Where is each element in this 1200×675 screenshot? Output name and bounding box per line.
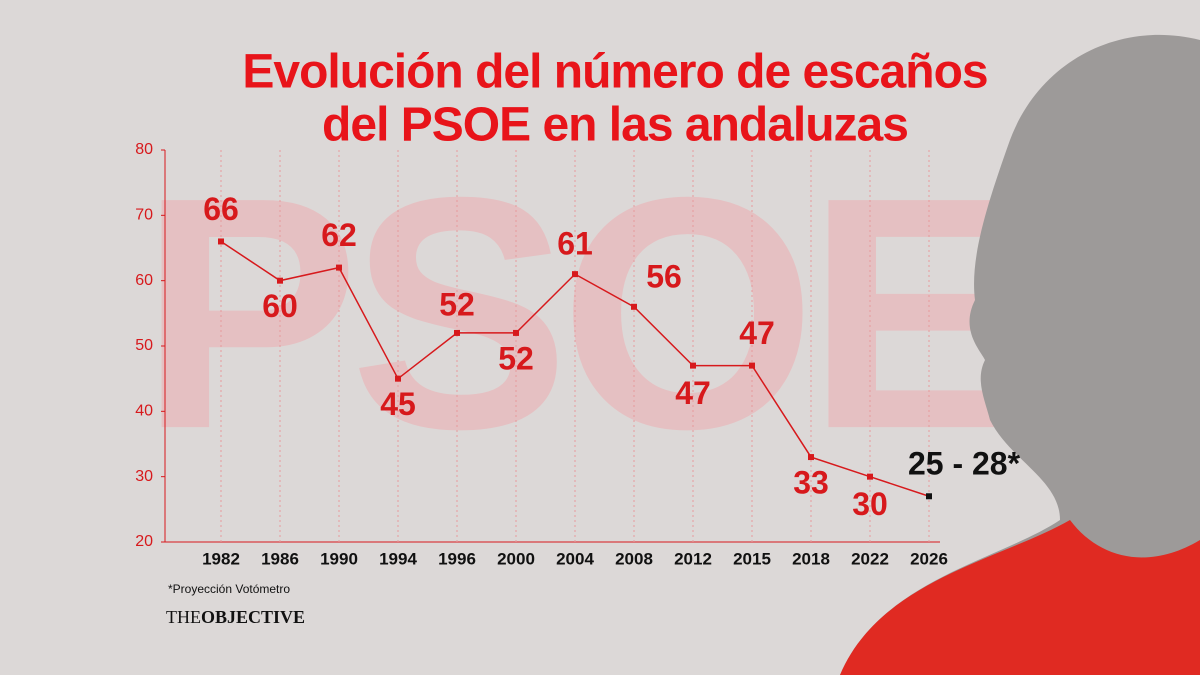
value-label: 62 (321, 217, 357, 253)
chart-title: del PSOE en las andaluzas (322, 99, 908, 152)
point (867, 473, 873, 480)
point (454, 329, 460, 336)
y-tick-label: 60 (135, 272, 153, 289)
x-tick-label: 1986 (261, 549, 299, 568)
x-tick-label: 2008 (615, 549, 653, 568)
value-label: 60 (262, 288, 298, 324)
value-label: 52 (498, 340, 534, 376)
point (572, 271, 578, 278)
point (926, 493, 932, 500)
y-tick-label: 40 (135, 403, 153, 420)
point (690, 362, 696, 369)
x-tick-label: 2012 (674, 549, 712, 568)
value-label: 25 - 28* (908, 446, 1021, 482)
value-label: 47 (739, 315, 775, 351)
chart-title: Evolución del número de escaños (242, 46, 987, 99)
x-tick-label: 1996 (438, 549, 476, 568)
point (513, 329, 519, 336)
x-tick-label: 2026 (910, 549, 948, 568)
watermark: PSOE (139, 128, 1017, 497)
x-tick-label: 1994 (379, 549, 417, 568)
point (336, 264, 342, 271)
x-tick-label: 2000 (497, 549, 535, 568)
value-label: 33 (793, 465, 829, 501)
value-label: 52 (439, 286, 475, 322)
head (840, 34, 1200, 675)
point (277, 277, 283, 284)
x-tick-label: 2015 (733, 549, 771, 568)
portrait (840, 34, 1200, 675)
point (808, 454, 814, 461)
y-tick-label: 50 (135, 337, 153, 354)
x-tick-label: 2022 (851, 549, 889, 568)
brand-objective: OBJECTIVE (201, 607, 305, 627)
value-label: 45 (380, 386, 416, 422)
value-label: 66 (203, 191, 239, 227)
value-label: 30 (852, 486, 888, 522)
brand-the: THE (166, 607, 201, 627)
point (218, 238, 224, 245)
y-tick-label: 30 (135, 468, 153, 485)
x-tick-label: 2018 (792, 549, 830, 568)
value-label: 47 (675, 375, 711, 411)
y-tick-label: 20 (135, 533, 153, 550)
value-label: 56 (646, 258, 682, 294)
x-tick-label: 2004 (556, 549, 594, 568)
x-tick-label: 1982 (202, 549, 240, 568)
footnote: *Proyección Votómetro (168, 582, 290, 596)
point (395, 375, 401, 382)
x-tick-label: 1990 (320, 549, 358, 568)
point (631, 303, 637, 310)
value-label: 61 (557, 226, 593, 262)
point (749, 362, 755, 369)
brand: THEOBJECTIVE (166, 607, 305, 627)
jacket (840, 520, 1200, 675)
y-tick-label: 70 (135, 207, 153, 224)
y-tick-label: 80 (135, 141, 153, 158)
